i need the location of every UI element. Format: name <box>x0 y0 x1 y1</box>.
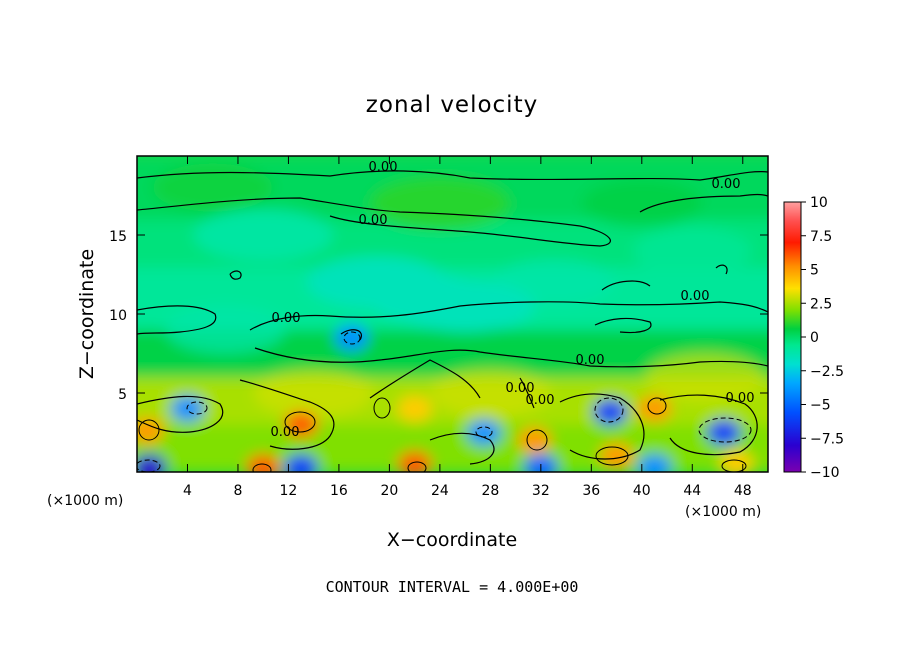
contour-interval-note: CONTOUR INTERVAL = 4.000E+00 <box>326 578 579 596</box>
contour-label-7: 0.00 <box>271 425 300 440</box>
field-feature-9 <box>467 419 502 446</box>
contour-labels: 0.000.000.000.000.000.000.000.000.000.00 <box>271 160 755 440</box>
field-feature-14 <box>637 395 672 422</box>
contour-label-2: 0.00 <box>712 177 741 192</box>
x-tick-label-3: 16 <box>330 483 348 499</box>
contour-label-1: 0.00 <box>359 213 388 228</box>
x-tick-label-5: 24 <box>431 483 449 499</box>
field-feature-11 <box>523 454 558 472</box>
field-feature-20 <box>193 209 334 261</box>
x-tick-label-7: 32 <box>532 483 550 499</box>
field-patch-4 <box>152 163 273 212</box>
solid-highs <box>138 397 747 472</box>
contour-label-3: 0.00 <box>272 311 301 326</box>
velocity-field <box>137 156 768 472</box>
colorbar-tick-label-8: −10 <box>810 465 840 481</box>
field-feature-7 <box>397 451 432 472</box>
colorbar-ticks: 10 7.5 5 2.5 0 −2.5 −5 −7.5 −10 <box>801 195 844 481</box>
x-tick-label-9: 40 <box>633 483 651 499</box>
y-tick-label-2: 15 <box>109 229 127 245</box>
x-tick-label-11: 48 <box>734 483 752 499</box>
colorbar-tick-label-3: 2.5 <box>810 296 832 312</box>
contour-label-4: 0.00 <box>681 289 710 304</box>
field-feature-21 <box>369 177 510 230</box>
x-unit-left: (×1000 m) <box>47 493 123 509</box>
x-unit-right: (×1000 m) <box>685 504 761 520</box>
contour-label-0: 0.00 <box>369 160 398 175</box>
colorbar: 10 7.5 5 2.5 0 −2.5 −5 −7.5 −10 <box>783 195 844 481</box>
y-axis-label: Z−coordinate <box>76 249 98 379</box>
field-band-0 <box>137 424 768 472</box>
x-tick-label-10: 44 <box>683 483 701 499</box>
contour-lines <box>137 170 768 465</box>
colorbar-tick-label-7: −7.5 <box>810 431 844 447</box>
colorbar-tick-label-2: 5 <box>810 263 819 279</box>
colorbar-tick-label-0: 10 <box>810 195 828 211</box>
plot-area: 0.000.000.000.000.000.000.000.000.000.00… <box>109 155 769 499</box>
x-axis-label: X−coordinate <box>387 529 517 551</box>
field-feature-17 <box>719 451 754 472</box>
y-tick-label-1: 10 <box>109 308 127 324</box>
contour-label-9: 0.00 <box>526 393 555 408</box>
x-tick-label-8: 36 <box>582 483 600 499</box>
field-patch-0 <box>165 305 286 354</box>
dashed-contours <box>137 331 752 472</box>
x-tick-label-4: 20 <box>380 483 398 499</box>
field-feature-6 <box>334 324 369 351</box>
x-tick-label-6: 28 <box>481 483 499 499</box>
field-feature-8 <box>397 395 432 422</box>
field-patch-5 <box>581 179 702 228</box>
colorbar-tick-label-4: 0 <box>810 330 819 346</box>
colorbar-tick-label-5: −2.5 <box>810 364 844 380</box>
colorbar-tick-label-6: −5 <box>810 398 831 414</box>
field-feature-16 <box>706 419 741 446</box>
field-patch-7 <box>430 369 551 417</box>
contour-label-8: 0.00 <box>726 391 755 406</box>
field-feature-13 <box>599 443 634 470</box>
field-feature-3 <box>246 454 281 472</box>
colorbar-tick-label-1: 7.5 <box>810 229 832 245</box>
field-feature-10 <box>517 427 552 454</box>
chart-title: zonal velocity <box>366 92 538 118</box>
x-tick-label-0: 4 <box>183 483 192 499</box>
field-patch-6 <box>253 369 374 417</box>
x-tick-label-2: 12 <box>280 483 298 499</box>
colorbar-gradient <box>784 202 801 472</box>
field-feature-15 <box>637 454 672 472</box>
y-tick-label-0: 5 <box>118 387 127 403</box>
field-feature-5 <box>284 454 319 472</box>
contour-label-6: 0.00 <box>506 381 535 396</box>
contour-label-5: 0.00 <box>576 353 605 368</box>
x-tick-label-1: 8 <box>233 483 242 499</box>
field-patch-3 <box>632 226 753 275</box>
